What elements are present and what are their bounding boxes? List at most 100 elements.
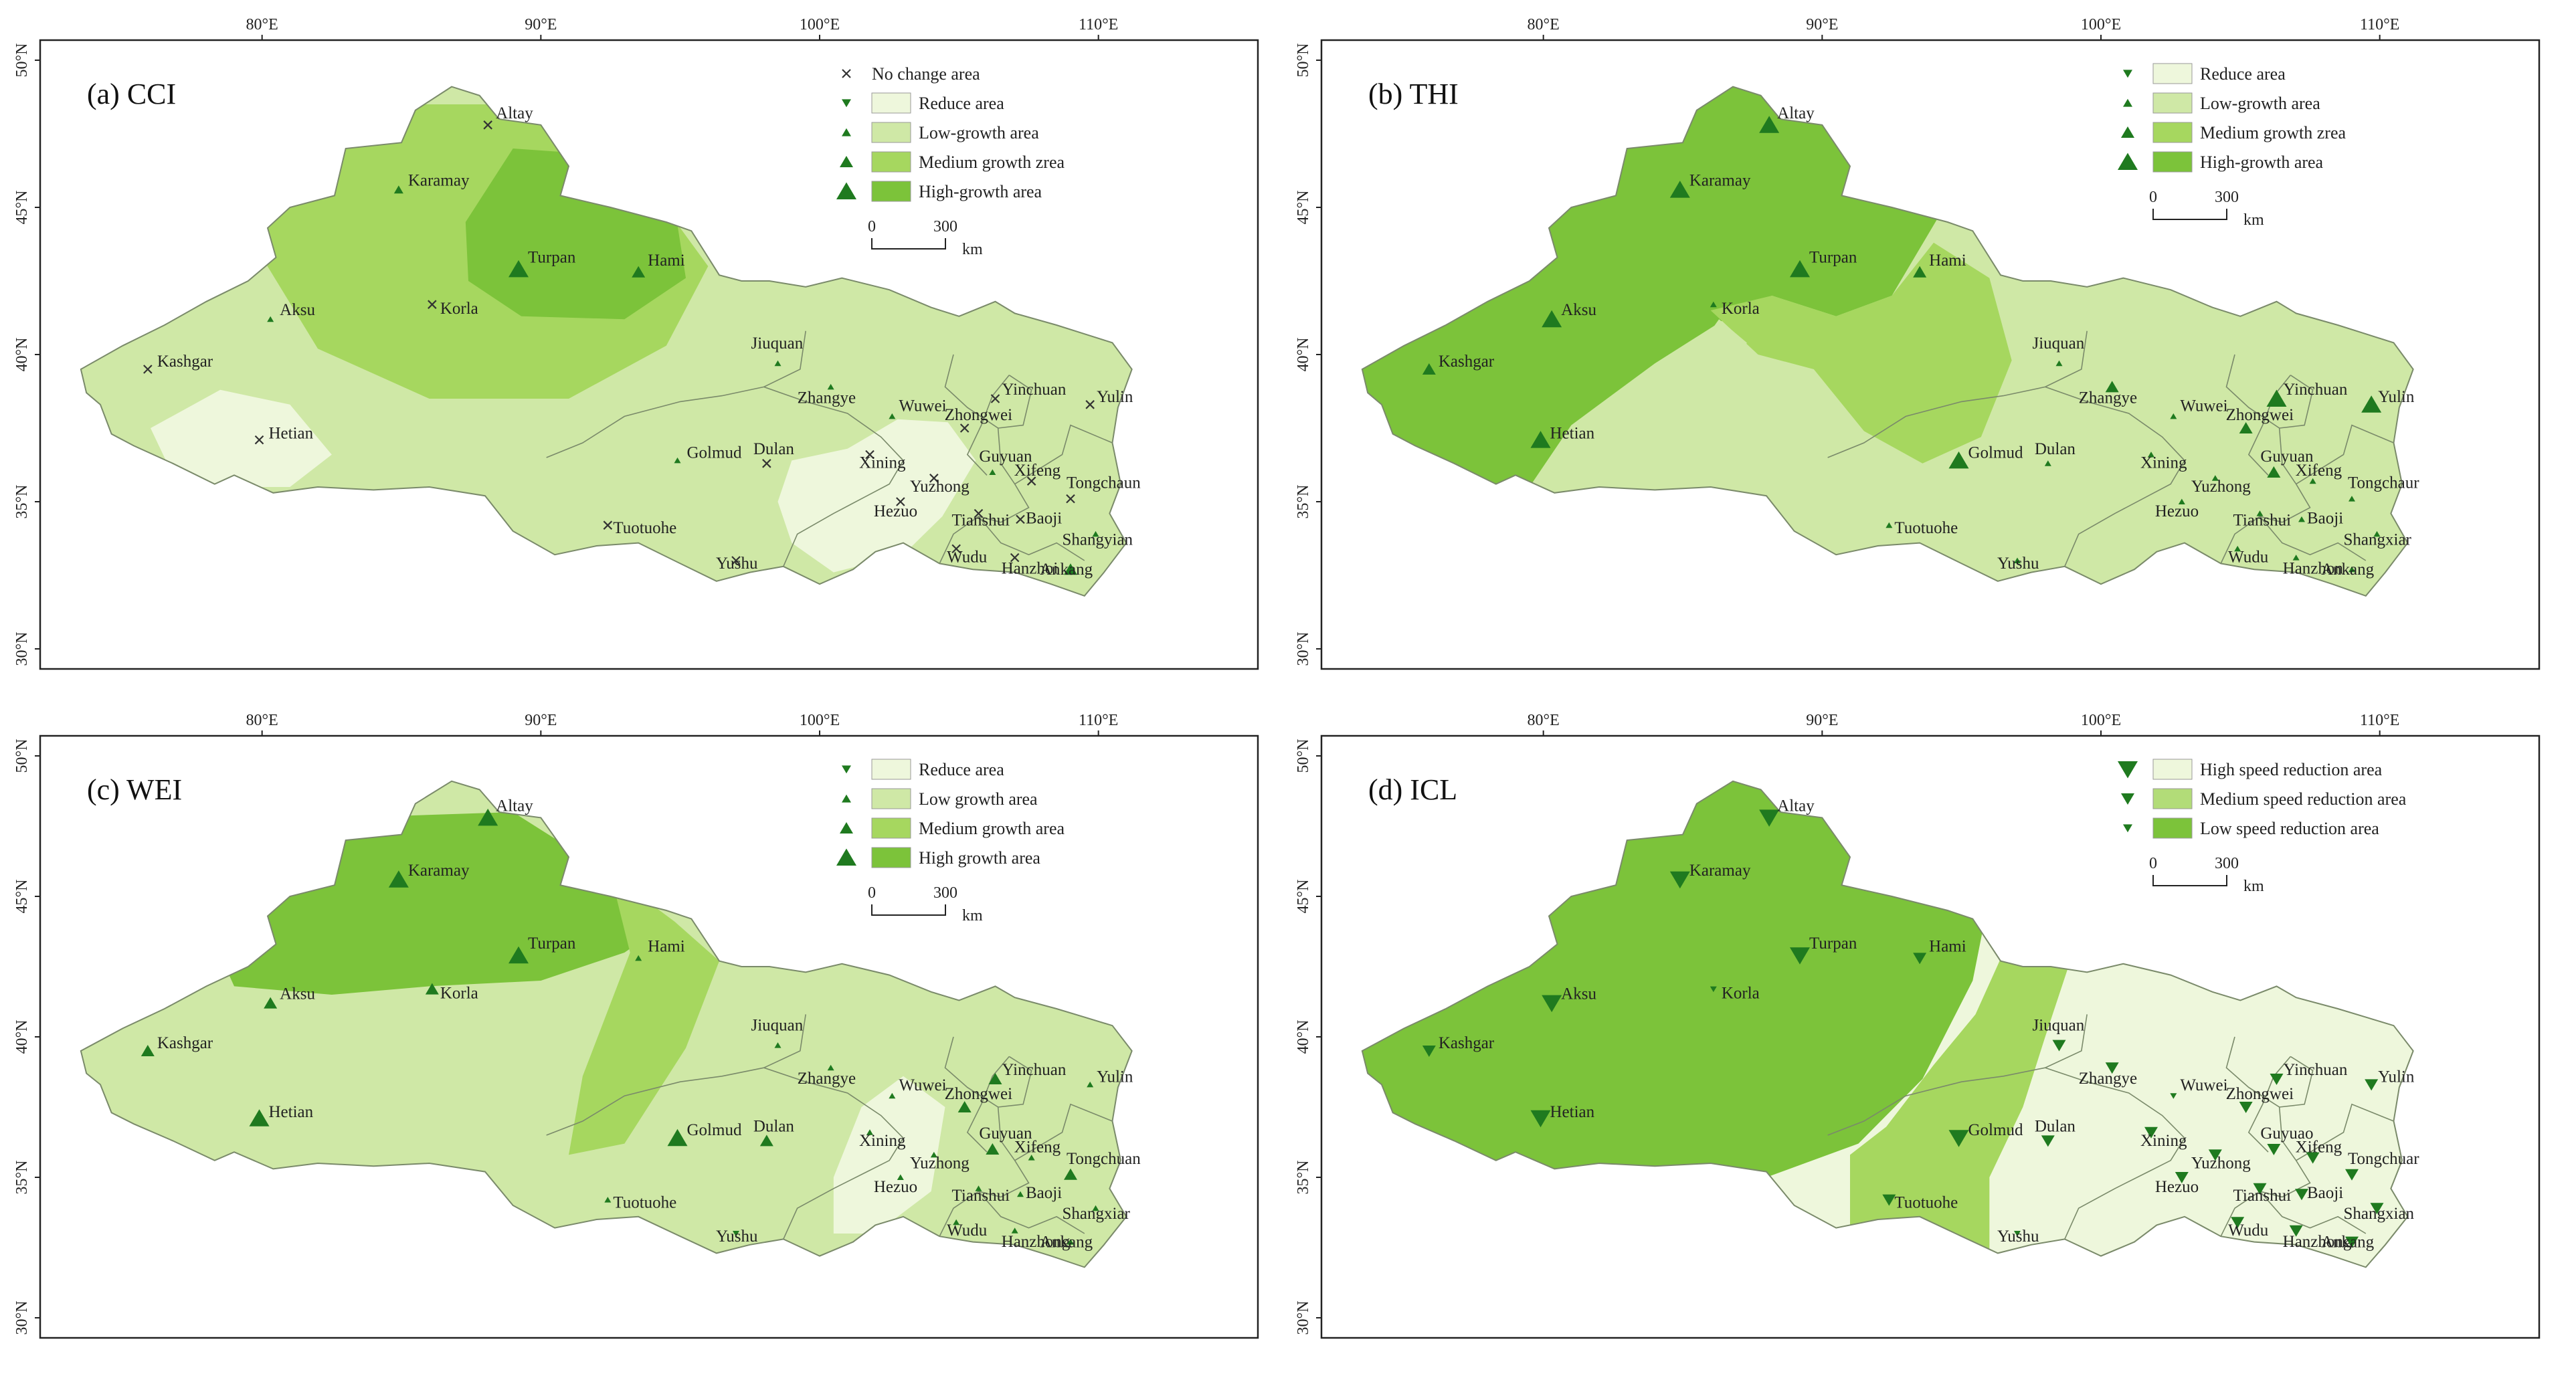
city-marker bbox=[2234, 545, 2241, 552]
city-marker bbox=[1064, 1168, 1077, 1180]
city-marker bbox=[1092, 1205, 1099, 1211]
lon-tick-label: 90°E bbox=[1806, 16, 1838, 33]
city-marker bbox=[1064, 563, 1077, 575]
city-marker bbox=[635, 955, 642, 961]
city-label: Tongchuar bbox=[2348, 1150, 2419, 1168]
city-label: Tuotuohe bbox=[1894, 1194, 1958, 1212]
city-label: Shangyian bbox=[1063, 530, 1133, 549]
city-label: Golmud bbox=[687, 1121, 742, 1139]
city-label: Guyuan bbox=[2260, 448, 2314, 466]
city-marker bbox=[2052, 1040, 2066, 1052]
city-label: Kashgar bbox=[157, 353, 213, 371]
city-label: Yushu bbox=[716, 555, 758, 573]
city-marker bbox=[1422, 1046, 1436, 1057]
city-label: Wudu bbox=[2228, 548, 2269, 566]
city-marker bbox=[1028, 1155, 1035, 1161]
city-marker bbox=[2373, 530, 2381, 537]
city-label: Yinchuan bbox=[1002, 381, 1067, 399]
city-marker bbox=[1882, 1194, 1896, 1206]
city-label: Ankang bbox=[1040, 1234, 1093, 1252]
city-marker bbox=[1026, 476, 1036, 486]
city-label: Turpan bbox=[1809, 248, 1857, 266]
province-borders bbox=[1827, 330, 2394, 567]
city-label: Hetian bbox=[1550, 1103, 1595, 1121]
city-label: Hetian bbox=[1550, 425, 1595, 443]
city-label: Tongchuan bbox=[1067, 1150, 1141, 1168]
city-label: Yulin bbox=[1097, 1068, 1133, 1086]
city-label: Golmud bbox=[1968, 1121, 2023, 1139]
scale-line bbox=[2152, 209, 2227, 220]
city-label: Hezuo bbox=[874, 1178, 917, 1196]
city-label: Jiuquan bbox=[2033, 334, 2085, 353]
city-markers: Altay Karamay Turpan Hami Aksu Korla Kashgar He… bbox=[1422, 104, 2419, 579]
city-marker bbox=[953, 1219, 960, 1225]
city-marker bbox=[975, 1185, 982, 1191]
lon-tick-label: 100°E bbox=[2081, 712, 2121, 729]
city-label: Altay bbox=[1777, 797, 1815, 815]
legend-swatch bbox=[871, 759, 911, 780]
province-border bbox=[1827, 1014, 2088, 1136]
city-marker bbox=[1542, 310, 1562, 328]
lat-tick-label: 50°N bbox=[13, 739, 31, 773]
lon-tick-label: 80°E bbox=[246, 712, 278, 729]
lat-tick-label: 30°N bbox=[1295, 1301, 1312, 1335]
city-marker bbox=[1085, 400, 1095, 409]
lat-tick-label: 40°N bbox=[13, 338, 31, 372]
city-marker bbox=[393, 185, 403, 194]
legend-label: Low-growth area bbox=[919, 123, 1039, 142]
lat-tick-label: 50°N bbox=[13, 43, 31, 78]
legend-label: High speed reduction area bbox=[2200, 760, 2383, 779]
map-panel-d: 80°E 90°E 100°E 110°E 50°N 45°N 40°N 35°N 30°N (d… bbox=[1295, 712, 2541, 1339]
city-marker bbox=[2144, 1126, 2158, 1139]
city-marker bbox=[2014, 557, 2021, 563]
city-marker bbox=[827, 1064, 834, 1071]
city-marker bbox=[1759, 809, 1780, 827]
city-marker bbox=[604, 1197, 612, 1203]
legend-label: Medium growth zrea bbox=[919, 153, 1065, 172]
city-marker bbox=[1530, 1110, 1551, 1128]
city-label: Turpan bbox=[528, 248, 576, 266]
legend: High speed reduction area Medium speed re… bbox=[2118, 759, 2407, 839]
city-label: Shangxiar bbox=[2344, 530, 2412, 549]
province-border bbox=[2296, 1103, 2394, 1161]
legend-marker bbox=[840, 156, 853, 167]
city-label: Wudu bbox=[947, 1221, 988, 1240]
legend-label: High growth area bbox=[919, 848, 1040, 868]
city-label: Xining bbox=[2140, 454, 2187, 472]
city-label: Yushu bbox=[716, 1227, 758, 1246]
city-label: Altay bbox=[496, 104, 533, 122]
legend-swatch bbox=[871, 788, 911, 809]
lat-tick-label: 30°N bbox=[13, 632, 31, 666]
province-border bbox=[966, 375, 1010, 476]
legend-marker bbox=[842, 69, 851, 78]
legend-swatch bbox=[871, 181, 911, 202]
city-label: Dulan bbox=[2035, 440, 2076, 458]
province-border bbox=[998, 375, 1032, 429]
city-marker bbox=[509, 946, 529, 964]
city-label: Hami bbox=[648, 252, 685, 270]
city-marker bbox=[1710, 986, 1717, 993]
city-marker bbox=[889, 413, 896, 419]
legend-label: Low growth area bbox=[919, 789, 1038, 809]
city-label: Xifeng bbox=[2296, 462, 2342, 480]
scale-unit: km bbox=[962, 907, 983, 924]
city-label: Zhongwei bbox=[945, 406, 1012, 424]
city-marker bbox=[2239, 422, 2253, 433]
zone-reduce bbox=[1989, 953, 2413, 1268]
city-label: Hezuo bbox=[2155, 1178, 2199, 1196]
city-marker bbox=[990, 394, 1000, 403]
legend-label: Low speed reduction area bbox=[2200, 819, 2379, 838]
city-marker bbox=[974, 508, 984, 518]
city-label: Zhangye bbox=[2079, 1070, 2137, 1088]
city-label: Hami bbox=[648, 937, 685, 955]
city-marker bbox=[1790, 947, 1810, 965]
city-marker bbox=[2256, 510, 2264, 516]
city-label: Kashgar bbox=[1439, 1034, 1495, 1052]
city-marker bbox=[929, 474, 939, 483]
city-marker bbox=[1092, 530, 1099, 537]
city-label: Tianshui bbox=[2233, 1187, 2292, 1205]
city-label: Yuzhong bbox=[2191, 478, 2251, 496]
city-marker bbox=[2309, 478, 2316, 484]
city-label: Golmud bbox=[1968, 444, 2023, 462]
